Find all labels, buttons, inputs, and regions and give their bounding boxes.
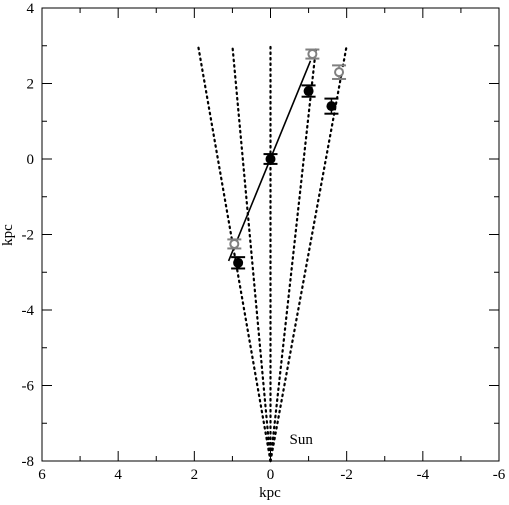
x-tick-label: 2 bbox=[191, 467, 199, 483]
x-tick-label: -6 bbox=[493, 467, 506, 483]
x-tick-label: -4 bbox=[417, 467, 430, 483]
sightline-0 bbox=[197, 44, 272, 463]
y-axis-title: kpc bbox=[0, 224, 16, 246]
sun-annotation: Sun bbox=[290, 432, 314, 448]
sightline-3 bbox=[269, 44, 318, 463]
data-point-filled bbox=[326, 101, 337, 112]
data-point-open bbox=[229, 238, 240, 249]
y-tick-label: -8 bbox=[22, 454, 35, 470]
y-tick-label: 4 bbox=[27, 1, 35, 17]
x-tick-label: 4 bbox=[114, 467, 122, 483]
y-tick-label: -4 bbox=[22, 303, 35, 319]
sightlines-layer bbox=[197, 44, 348, 463]
data-point-filled bbox=[303, 86, 314, 97]
sightline-4 bbox=[269, 44, 348, 463]
y-tick-label: -6 bbox=[22, 379, 35, 395]
y-tick-label: 0 bbox=[27, 152, 35, 168]
markers-layer bbox=[227, 48, 347, 270]
x-tick-label: -2 bbox=[340, 467, 353, 483]
x-tick-label: 6 bbox=[38, 467, 46, 483]
ticks-layer bbox=[41, 7, 500, 462]
data-point-filled bbox=[265, 154, 276, 164]
data-point-filled bbox=[233, 257, 244, 268]
y-tick-label: -2 bbox=[22, 228, 35, 244]
x-axis-title: kpc bbox=[259, 485, 281, 501]
data-point-open bbox=[334, 67, 345, 78]
sightline-1 bbox=[231, 44, 272, 463]
x-tick-label: 0 bbox=[267, 467, 275, 483]
tick-labels-layer: 6 4 2 0 -2 -4 -6 4 2 0 -2 -4 -6 -8 bbox=[22, 1, 506, 483]
data-point-open bbox=[307, 49, 318, 60]
y-tick-label: 2 bbox=[27, 77, 35, 93]
